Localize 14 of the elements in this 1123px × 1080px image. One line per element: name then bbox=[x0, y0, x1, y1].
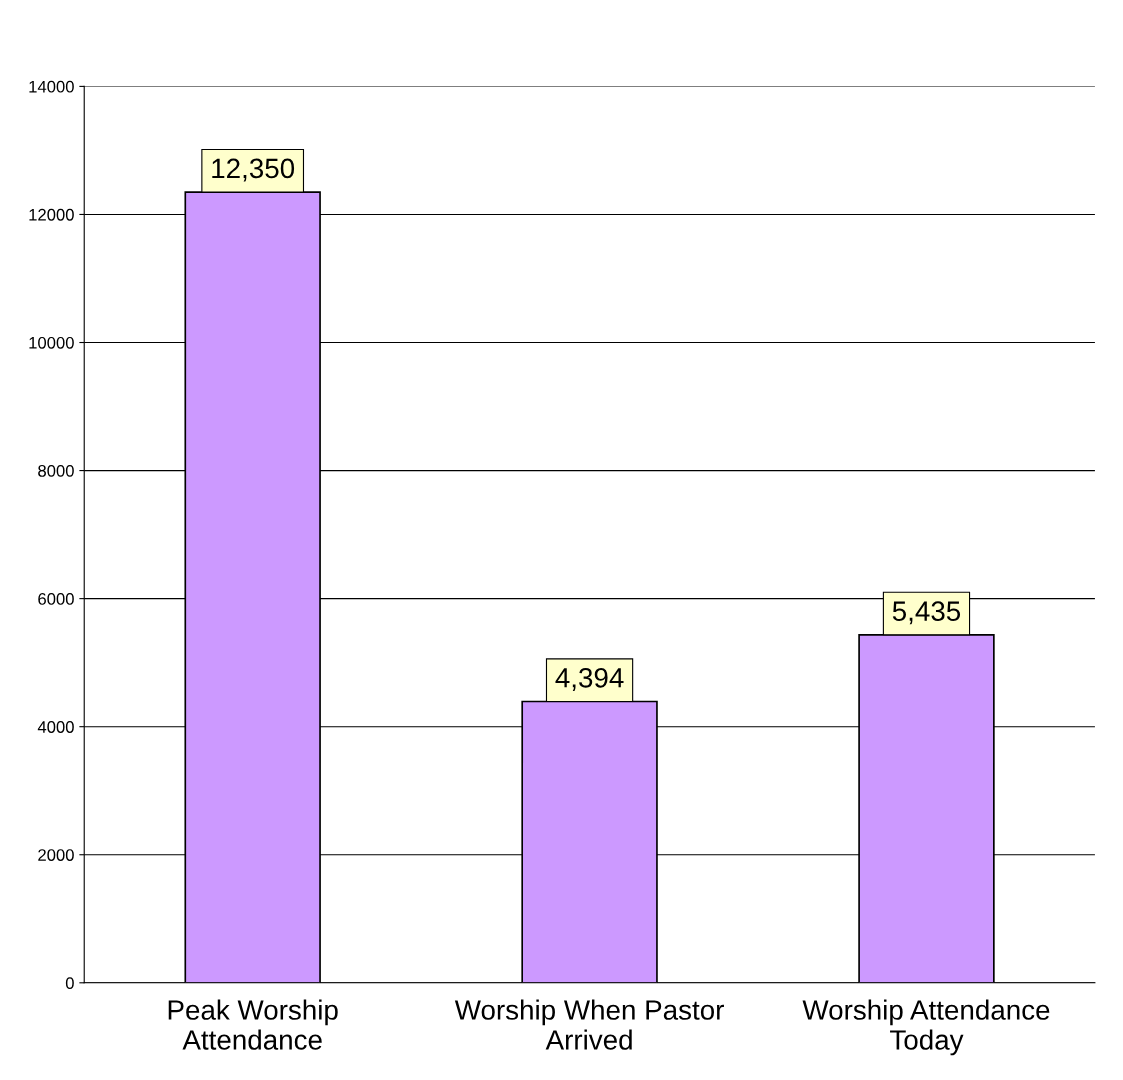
y-tick-label: 12000 bbox=[29, 208, 74, 221]
y-tick-label: 10000 bbox=[29, 336, 74, 349]
x-tick-label: Peak Worship Attendance bbox=[168, 999, 338, 1050]
y-tick-label: 2000 bbox=[38, 849, 74, 861]
x-tick-label: Worship Attendance Today bbox=[802, 999, 1050, 1056]
data-label: 4,394 bbox=[555, 667, 624, 691]
y-tick-label: 14000 bbox=[29, 80, 74, 93]
y-tick-label: 8000 bbox=[38, 464, 74, 477]
x-tick-label: Worship When Pastor Arrived bbox=[454, 999, 724, 1050]
data-label: 5,435 bbox=[892, 601, 961, 625]
y-tick-label: 6000 bbox=[38, 593, 74, 605]
data-label: 12,350 bbox=[212, 158, 295, 182]
y-tick-label: 0 bbox=[65, 977, 74, 989]
y-tick-label: 4000 bbox=[37, 721, 74, 733]
